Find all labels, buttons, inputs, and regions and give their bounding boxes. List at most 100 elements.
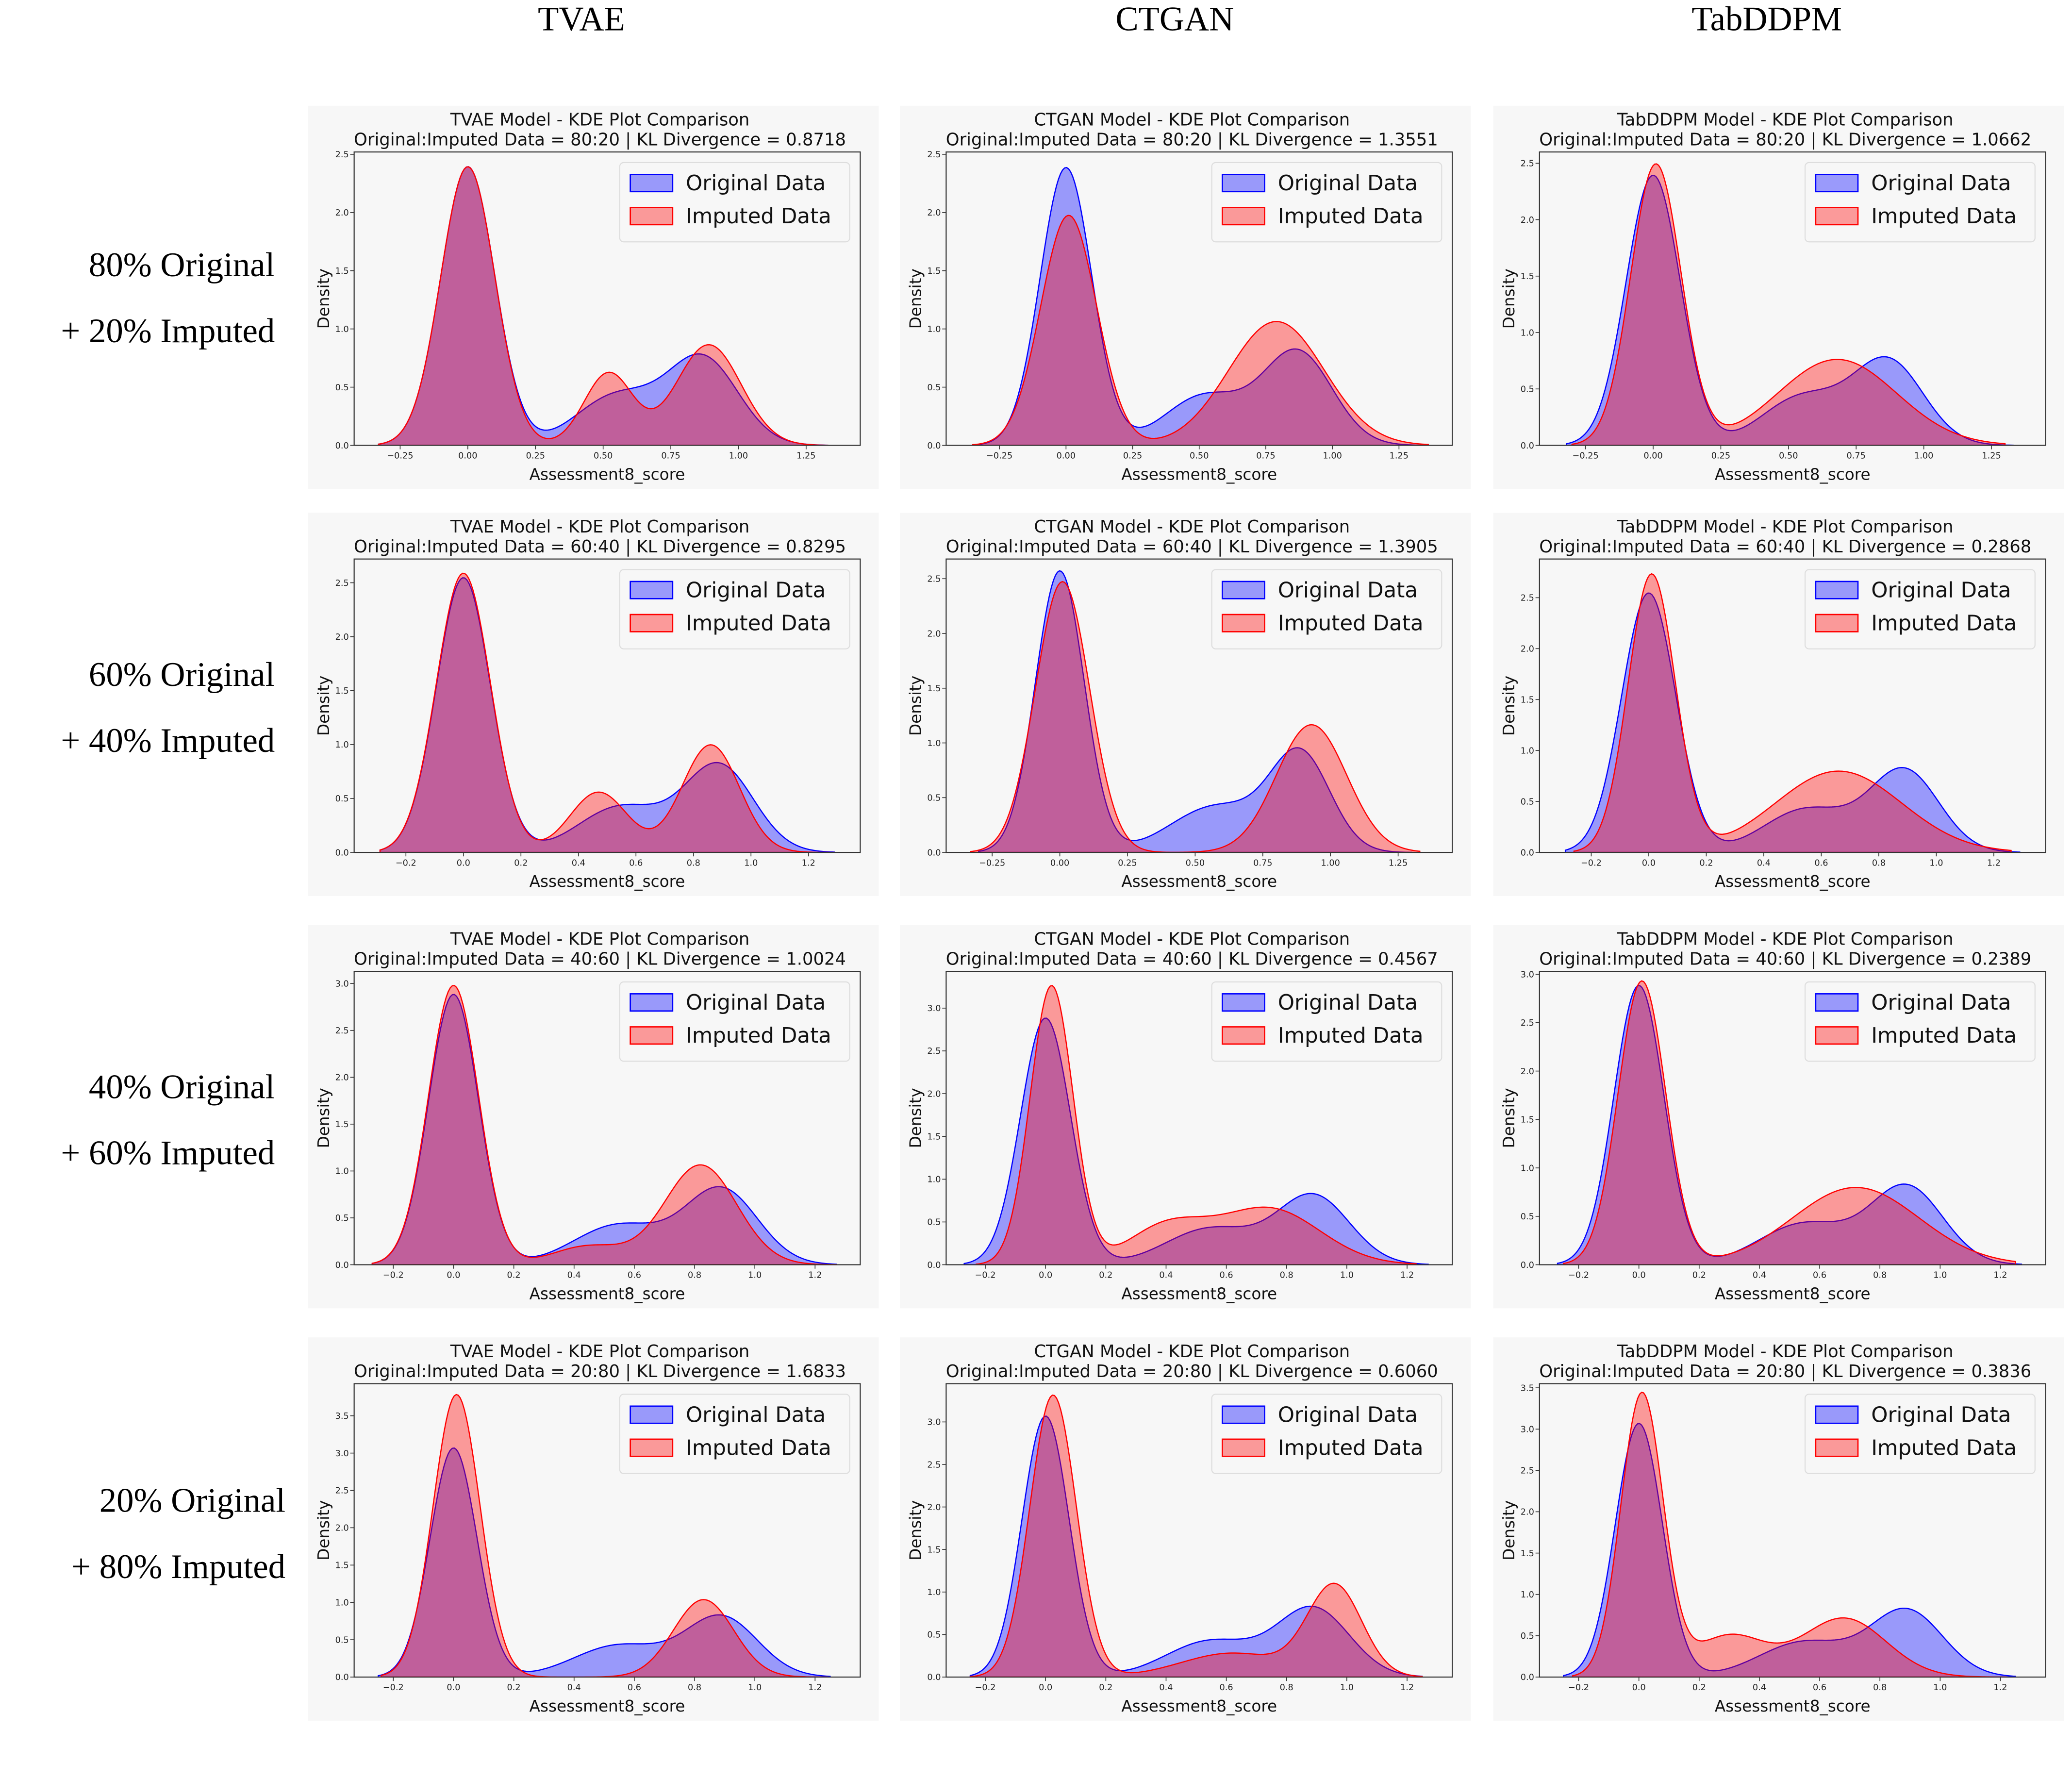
y-tick-label: 2.0 bbox=[1521, 1508, 1534, 1517]
x-tick-label: 0.0 bbox=[457, 858, 470, 868]
y-tick-label: 1.5 bbox=[1521, 696, 1534, 705]
x-tick-label: 0.2 bbox=[1692, 1271, 1706, 1280]
x-tick-label: 1.25 bbox=[796, 451, 815, 461]
legend-swatch-original bbox=[1815, 581, 1859, 599]
x-tick-label: −0.2 bbox=[383, 1683, 404, 1693]
x-tick-label: 1.2 bbox=[808, 1271, 822, 1280]
legend-swatch-imputed bbox=[1222, 207, 1265, 226]
y-tick-label: 2.0 bbox=[335, 632, 349, 642]
x-tick-label: 0.6 bbox=[629, 858, 643, 868]
imputed-data-area bbox=[379, 572, 835, 853]
y-tick-label: 2.5 bbox=[927, 1047, 941, 1056]
row-label-line1: 60% Original bbox=[88, 655, 275, 694]
y-tick-label: 2.0 bbox=[927, 1503, 941, 1513]
legend-label-original: Original Data bbox=[686, 171, 826, 196]
x-axis-label: Assessment8_score bbox=[1121, 465, 1277, 483]
axes-frame bbox=[353, 558, 861, 853]
x-tick-label: 0.0 bbox=[447, 1271, 460, 1280]
y-axis-label: Density bbox=[315, 1500, 333, 1561]
chart-subtitle: Original:Imputed Data = 20:80 | KL Diver… bbox=[354, 1362, 846, 1381]
legend: Original Data Imputed Data bbox=[1804, 1394, 2036, 1474]
y-axis-label: Density bbox=[315, 676, 333, 736]
chart-title: CTGAN Model - KDE Plot Comparison bbox=[1034, 517, 1350, 537]
original-data-area bbox=[1557, 985, 2022, 1265]
kde-chart: TabDDPM Model - KDE Plot ComparisonOrigi… bbox=[1500, 110, 2046, 483]
imputed-data-area bbox=[1573, 573, 2012, 853]
x-tick-label: 1.25 bbox=[1389, 858, 1408, 868]
y-tick-label: 1.0 bbox=[927, 325, 941, 334]
x-tick-label: 1.00 bbox=[1914, 451, 1933, 461]
x-tick-label: 1.2 bbox=[1993, 1271, 2007, 1280]
chart-title: TVAE Model - KDE Plot Comparison bbox=[450, 1342, 750, 1362]
y-tick-label: 1.0 bbox=[335, 1598, 349, 1608]
x-tick-label: 0.4 bbox=[1753, 1683, 1766, 1693]
y-tick-label: 0.5 bbox=[927, 383, 941, 393]
legend-swatch-imputed bbox=[630, 614, 674, 632]
legend-label-original: Original Data bbox=[1278, 1403, 1418, 1428]
y-axis-label: Density bbox=[1500, 1500, 1518, 1561]
kde-panel: TVAE Model - KDE Plot Comparison Original… bbox=[308, 925, 879, 1309]
y-tick-label: 2.0 bbox=[1521, 216, 1534, 225]
imputed-data-area bbox=[371, 985, 837, 1265]
axes-frame bbox=[353, 971, 861, 1265]
x-tick-label: 0.6 bbox=[628, 1683, 641, 1693]
row-label-line2: + 60% Imputed bbox=[61, 1133, 275, 1172]
legend-label-original: Original Data bbox=[686, 991, 826, 1015]
y-tick-label: 2.0 bbox=[1521, 1067, 1534, 1077]
legend-swatch-imputed bbox=[1815, 1438, 1859, 1457]
legend-label-original: Original Data bbox=[1871, 1403, 2011, 1428]
legend-swatch-original bbox=[1222, 993, 1265, 1012]
x-tick-label: 0.00 bbox=[1057, 451, 1076, 461]
kde-chart: CTGAN Model - KDE Plot Comparison Origina… bbox=[907, 1342, 1453, 1715]
chart-title: TVAE Model - KDE Plot Comparison bbox=[450, 517, 750, 537]
x-tick-label: 0.6 bbox=[628, 1271, 641, 1280]
y-tick-label: 1.5 bbox=[335, 686, 349, 696]
row-label-line1: 40% Original bbox=[88, 1067, 275, 1106]
x-axis-label: Assessment8_score bbox=[1121, 1697, 1277, 1715]
legend-label-original: Original Data bbox=[1278, 171, 1418, 196]
x-tick-label: 0.6 bbox=[1220, 1271, 1233, 1280]
x-tick-label: 0.2 bbox=[507, 1271, 521, 1280]
y-tick-label: 0.0 bbox=[335, 1673, 349, 1682]
original-data-area bbox=[371, 994, 837, 1265]
y-axis-label: Density bbox=[907, 1088, 925, 1148]
legend-swatch-original bbox=[1815, 993, 1859, 1012]
legend: Original Data Imputed Data bbox=[1804, 981, 2036, 1062]
axes-frame bbox=[353, 151, 861, 446]
chart-subtitle: Original:Imputed Data = 40:60 | KL Diver… bbox=[1539, 949, 2031, 969]
x-tick-label: 1.25 bbox=[1390, 451, 1409, 461]
row-label-60-40: 60% Original + 40% Imputed bbox=[0, 642, 275, 774]
row-label-40-60: 40% Original + 60% Imputed bbox=[0, 1055, 275, 1187]
x-tick-label: 1.0 bbox=[1340, 1271, 1354, 1280]
y-tick-label: 3.0 bbox=[335, 1449, 349, 1459]
y-tick-label: 2.0 bbox=[335, 1524, 349, 1533]
x-tick-label: 1.2 bbox=[808, 1683, 822, 1693]
y-tick-label: 3.0 bbox=[1521, 970, 1534, 980]
y-tick-label: 0.0 bbox=[927, 441, 941, 451]
y-tick-label: 1.0 bbox=[335, 1167, 349, 1177]
y-tick-label: 1.0 bbox=[927, 1175, 941, 1185]
kde-chart: TVAE Model - KDE Plot ComparisonOriginal… bbox=[315, 517, 861, 891]
y-tick-label: 0.0 bbox=[1521, 1261, 1534, 1270]
kde-panel: CTGAN Model - KDE Plot Comparison Origina… bbox=[900, 105, 1471, 489]
legend: Original Data Imputed Data bbox=[1211, 981, 1442, 1062]
legend-swatch-imputed bbox=[1815, 1026, 1859, 1045]
y-tick-label: 0.5 bbox=[927, 1630, 941, 1640]
y-tick-label: 2.5 bbox=[1521, 1018, 1534, 1028]
legend: Original Data Imputed Data bbox=[619, 981, 850, 1062]
x-tick-label: −0.2 bbox=[396, 858, 416, 868]
x-tick-label: −0.25 bbox=[979, 858, 1005, 868]
x-tick-label: 1.0 bbox=[1340, 1683, 1354, 1693]
imputed-data-area bbox=[1571, 163, 2006, 446]
row-label-line1: 20% Original bbox=[99, 1481, 286, 1520]
row-label-80-20: 80% Original + 20% Imputed bbox=[0, 233, 275, 365]
x-tick-label: 0.00 bbox=[458, 451, 477, 461]
chart-title: CTGAN Model - KDE Plot Comparison bbox=[1034, 1342, 1350, 1362]
axes-frame bbox=[945, 971, 1453, 1265]
original-data-area bbox=[379, 577, 835, 853]
x-tick-label: −0.25 bbox=[387, 451, 413, 461]
y-tick-label: 0.0 bbox=[927, 848, 941, 858]
kde-chart: CTGAN Model - KDE Plot ComparisonOrigina… bbox=[907, 517, 1453, 891]
y-tick-label: 3.0 bbox=[927, 1418, 941, 1428]
x-axis-label: Assessment8_score bbox=[1715, 1697, 1871, 1715]
